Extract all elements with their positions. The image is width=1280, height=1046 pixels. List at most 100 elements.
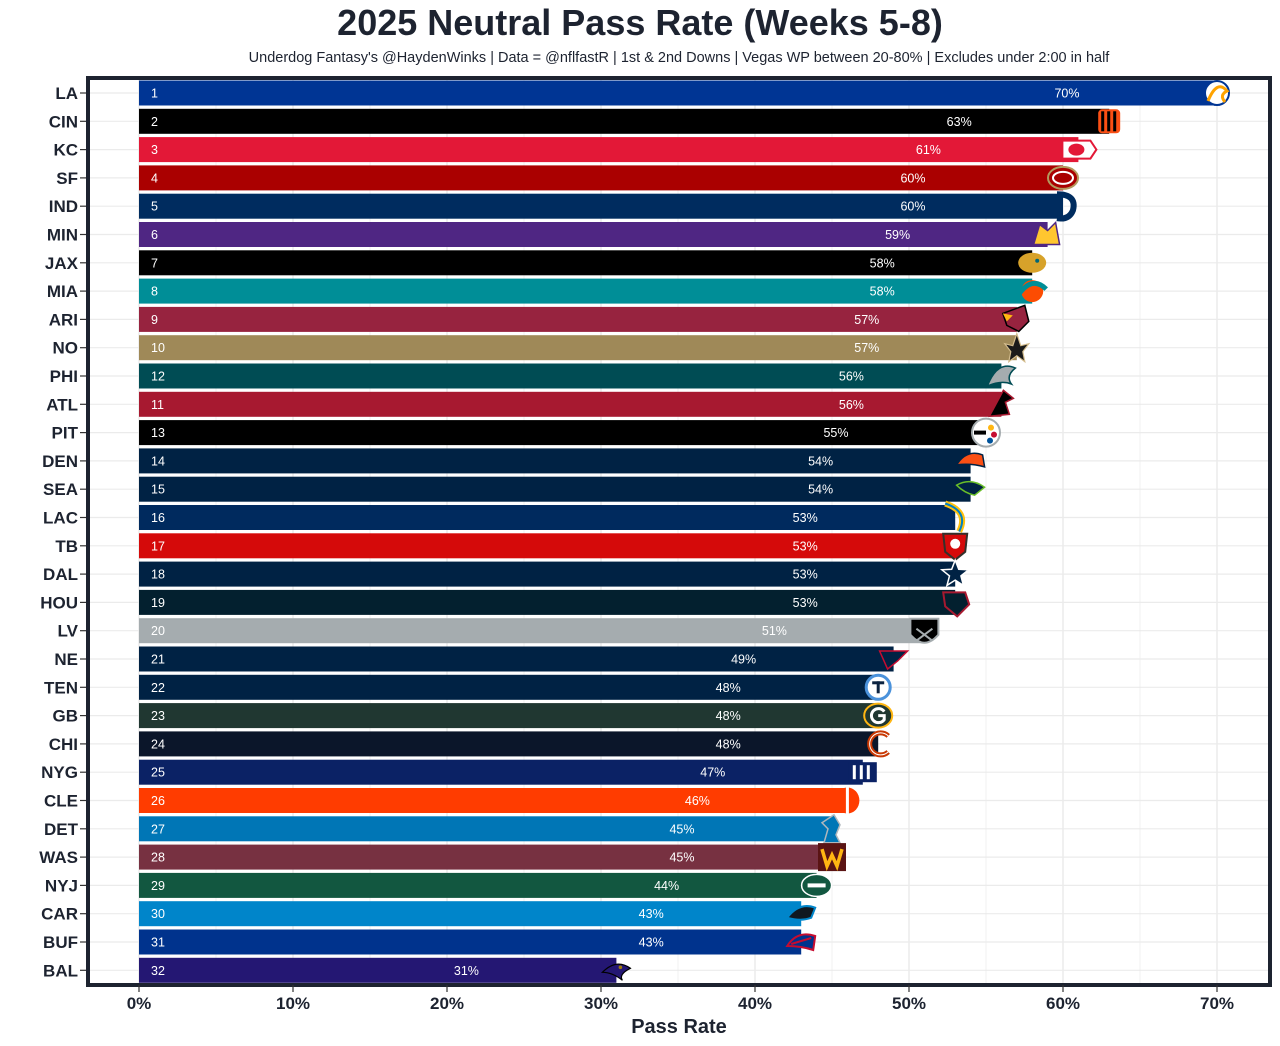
bar-nyj (139, 872, 817, 898)
bar-gb (139, 703, 879, 729)
x-tick-label: 0% (127, 994, 152, 1013)
bar-value-label-chi: 48% (716, 737, 741, 751)
bar-rank-hou: 19 (151, 596, 165, 610)
team-label-bal: BAL (43, 961, 78, 980)
bar-rank-chi: 24 (151, 737, 165, 751)
team-label-den: DEN (42, 452, 78, 471)
x-tick-label: 60% (1046, 994, 1080, 1013)
bar-den (139, 448, 971, 474)
seahawks-logo (955, 480, 986, 497)
team-label-lv: LV (58, 622, 79, 641)
bar-rank-no: 10 (151, 341, 165, 355)
bengals-logo (1098, 109, 1121, 134)
bar-value-label-bal: 31% (454, 964, 479, 978)
x-tick-label: 40% (738, 994, 772, 1013)
team-label-ari: ARI (49, 310, 78, 329)
bar-value-label-min: 59% (885, 228, 910, 242)
bar-value-label-tb: 53% (793, 539, 818, 553)
plot-frame (86, 76, 1272, 987)
bar-chi (139, 731, 879, 757)
49ers-logo (1047, 165, 1079, 190)
bar-lv (139, 618, 925, 644)
team-label-phi: PHI (50, 367, 78, 386)
bar-rank-ari: 9 (151, 313, 158, 327)
titans-logo (864, 673, 892, 701)
rams-logo (1204, 80, 1230, 106)
bar-dal (139, 561, 956, 587)
x-tick-label: 10% (276, 994, 310, 1013)
bar-ten (139, 674, 879, 700)
bar-hou (139, 589, 956, 615)
team-label-pit: PIT (52, 424, 79, 443)
team-label-jax: JAX (45, 254, 79, 273)
commanders-logo (818, 843, 846, 872)
cardinals-logo (1001, 304, 1030, 333)
team-label-min: MIN (47, 226, 78, 245)
bar-rank-pit: 13 (151, 426, 165, 440)
team-labels: LA CIN KC SF IND MIN JAX MIA ARI NO PHI ATL PIT DEN SE… (39, 84, 88, 980)
bar-rank-was: 28 (151, 851, 165, 865)
saints-logo (1003, 331, 1031, 364)
bar-jax (139, 250, 1033, 276)
bar-rank-jax: 7 (151, 256, 158, 270)
bar-value-label-car: 43% (639, 907, 664, 921)
team-label-hou: HOU (40, 593, 78, 612)
chiefs-logo (1061, 139, 1098, 160)
team-label-nyj: NYJ (45, 876, 78, 895)
bar-rank-det: 27 (151, 822, 165, 836)
bar-value-label-kc: 61% (916, 143, 941, 157)
bar-atl (139, 391, 1002, 417)
bar-rank-bal: 32 (151, 964, 165, 978)
bar-value-label-det: 45% (669, 822, 694, 836)
bar-value-label-sf: 60% (900, 171, 925, 185)
team-label-dal: DAL (43, 565, 78, 584)
bar-ari (139, 306, 1017, 332)
bar-value-label-mia: 58% (870, 285, 895, 299)
bar-value-label-sea: 54% (808, 483, 833, 497)
bar-mia (139, 278, 1033, 304)
team-label-gb: GB (53, 707, 79, 726)
bar-value-label-hou: 53% (793, 596, 818, 610)
vikings-logo (1032, 220, 1061, 246)
bar-pit (139, 420, 986, 446)
team-label-no: NO (53, 339, 79, 358)
x-axis-title: Pass Rate (631, 1016, 727, 1038)
bar-rank-den: 14 (151, 454, 165, 468)
bar-rank-la: 1 (151, 87, 158, 101)
colts-logo (1056, 191, 1077, 222)
chargers-logo (944, 500, 966, 533)
team-label-ne: NE (54, 650, 78, 669)
bar-sf (139, 165, 1063, 191)
bears-logo (867, 730, 890, 758)
bar-rank-buf: 31 (151, 936, 165, 950)
bar-value-label-atl: 56% (839, 398, 864, 412)
bar-min (139, 222, 1048, 247)
x-tick-label: 20% (430, 994, 464, 1013)
eagles-logo (986, 365, 1017, 388)
bar-value-label-no: 57% (854, 341, 879, 355)
raiders-logo (909, 617, 940, 644)
team-label-car: CAR (41, 905, 78, 924)
bar-rank-cle: 26 (151, 794, 165, 808)
packers-logo (863, 702, 894, 729)
bills-logo (785, 933, 817, 952)
x-tick-label: 30% (584, 994, 618, 1013)
jets-logo (800, 873, 833, 898)
bar-value-label-la: 70% (1054, 87, 1079, 101)
bar-value-label-phi: 56% (839, 370, 864, 384)
cowboys-logo (939, 558, 971, 588)
bar-value-label-jax: 58% (870, 256, 895, 270)
bar-rank-gb: 23 (151, 709, 165, 723)
chart-title: 2025 Neutral Pass Rate (Weeks 5-8) (337, 2, 943, 43)
bar-value-label-cin: 63% (947, 115, 972, 129)
bar-rank-mia: 8 (151, 285, 158, 299)
team-label-lac: LAC (43, 509, 78, 528)
team-label-cle: CLE (44, 792, 78, 811)
bar-rank-atl: 11 (151, 398, 164, 412)
jaguars-logo (1018, 252, 1047, 273)
team-label-was: WAS (39, 848, 78, 867)
bar-no (139, 335, 1017, 361)
bar-rank-nyg: 25 (151, 766, 165, 780)
